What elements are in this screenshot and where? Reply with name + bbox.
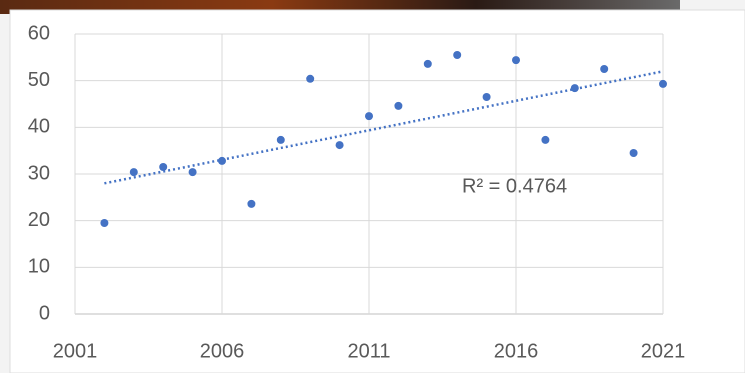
data-point xyxy=(218,156,226,165)
data-point xyxy=(629,149,638,157)
data-point xyxy=(335,141,344,150)
data-point xyxy=(394,101,403,110)
chart-card xyxy=(9,9,745,373)
data-point xyxy=(482,93,491,101)
x-tick-label: 2021 xyxy=(641,340,686,362)
annotation: R² = 0.4764 xyxy=(462,175,567,197)
y-tick-label: 60 xyxy=(28,22,50,44)
data-point xyxy=(570,84,579,93)
y-tick-label: 50 xyxy=(28,69,50,91)
data-point xyxy=(541,135,550,144)
data-point xyxy=(129,168,138,177)
y-tick-label: 10 xyxy=(28,256,50,278)
y-tick-label: 20 xyxy=(28,209,50,231)
data-point xyxy=(276,135,285,144)
data-point xyxy=(423,59,432,68)
data-point xyxy=(306,74,315,83)
data-point xyxy=(512,56,520,65)
data-point xyxy=(100,219,109,227)
y-tick-label: 30 xyxy=(28,162,50,184)
x-tick-label: 2006 xyxy=(200,340,245,362)
data-point xyxy=(188,168,197,177)
x-tick-label: 2001 xyxy=(53,340,98,362)
x-tick-label: 2016 xyxy=(494,340,539,362)
y-tick-label: 40 xyxy=(28,116,50,138)
data-point xyxy=(659,79,667,88)
data-point xyxy=(453,51,462,59)
y-tick-label: 0 xyxy=(39,302,50,324)
data-point xyxy=(365,112,373,121)
data-point xyxy=(247,199,256,208)
data-point xyxy=(159,163,168,171)
data-point xyxy=(600,65,609,73)
x-tick-label: 2011 xyxy=(347,340,390,362)
